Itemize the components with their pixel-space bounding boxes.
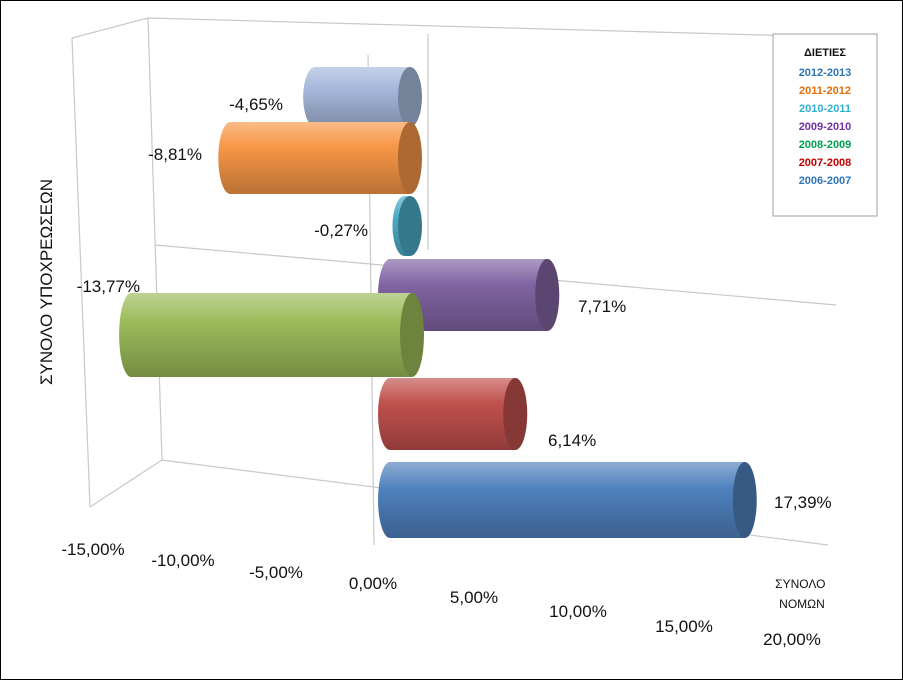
data-label-2006-2007: 17,39%	[774, 493, 832, 512]
x-axis-label-line-1: ΣΥΝΟΛΟ	[775, 577, 825, 591]
data-label-2012-2013: -4,65%	[229, 95, 283, 114]
x-tick-label: 15,00%	[655, 617, 713, 636]
bar-2007-2008	[378, 378, 528, 450]
bar-end-cap	[398, 67, 422, 127]
bar-end-cap	[503, 378, 528, 450]
bar-2008-2009	[119, 293, 424, 377]
x-tick-label: 5,00%	[450, 588, 498, 607]
back-wall-left-edge	[147, 17, 163, 461]
bar-end-cap	[535, 259, 560, 331]
bar-body	[218, 122, 410, 194]
legend-item-2009-2010: 2009-2010	[799, 121, 852, 133]
legend-items: 2012-2013 2011-2012 2010-2011 2009-2010 2008…	[799, 67, 852, 187]
legend-item-2012-2013: 2012-2013	[799, 67, 852, 79]
bar-2011-2012	[218, 122, 422, 194]
data-label-2008-2009: -13,77%	[77, 277, 140, 296]
x-tick-label: 0,00%	[349, 574, 397, 593]
legend-item-2006-2007: 2006-2007	[799, 175, 852, 187]
legend-item-2007-2008: 2007-2008	[799, 157, 852, 169]
x-tick-label: 10,00%	[549, 602, 607, 621]
bar-2006-2007	[378, 462, 757, 538]
bar-end-cap	[398, 122, 422, 194]
legend-title: ΔΙΕΤΙΕΣ	[804, 47, 846, 59]
data-label-2009-2010: 7,71%	[578, 297, 626, 316]
bar-end-cap	[398, 196, 422, 256]
bar-body	[378, 378, 516, 450]
data-labels: -4,65% -8,81% -0,27% 7,71% -13,77% 6,14% 17,39…	[77, 95, 832, 512]
x-tick-label: 20,00%	[763, 630, 821, 649]
bar-body	[119, 293, 412, 377]
data-label-2010-2011: -0,27%	[314, 221, 368, 240]
x-tick-label: -10,00%	[151, 551, 214, 570]
x-axis-label: ΣΥΝΟΛΟ ΝΟΜΩΝ	[775, 577, 829, 611]
bar-2010-2011	[392, 196, 422, 256]
data-label-2007-2008: 6,14%	[548, 431, 596, 450]
bar-body	[303, 67, 410, 127]
bar-end-cap	[732, 462, 757, 538]
x-axis-label-line-2: ΝΟΜΩΝ	[779, 597, 825, 611]
bar-end-cap	[400, 293, 424, 377]
x-tick-label: -5,00%	[249, 563, 303, 582]
data-label-2011-2012: -8,81%	[148, 145, 202, 164]
back-wall-top	[71, 17, 836, 39]
bar-body	[378, 462, 745, 538]
side-wall-left-edge	[71, 37, 91, 508]
legend-item-2008-2009: 2008-2009	[799, 139, 852, 151]
legend-item-2011-2012: 2011-2012	[799, 85, 851, 97]
legend-box	[772, 33, 878, 217]
bar-2012-2013	[303, 67, 422, 127]
legend: ΔΙΕΤΙΕΣ 2012-2013 2011-2012 2010-2011 2009-…	[772, 33, 878, 217]
x-axis-ticks: -15,00% -10,00% -5,00% 0,00% 5,00% 10,00% 15,0…	[61, 540, 821, 649]
chart-bars	[119, 67, 757, 538]
y-axis-label: ΣΥΝΟΛΟ ΥΠΟΧΡΕΩΣΕΩΝ	[37, 179, 56, 385]
x-tick-label: -15,00%	[61, 540, 124, 559]
legend-item-2010-2011: 2010-2011	[799, 103, 851, 115]
